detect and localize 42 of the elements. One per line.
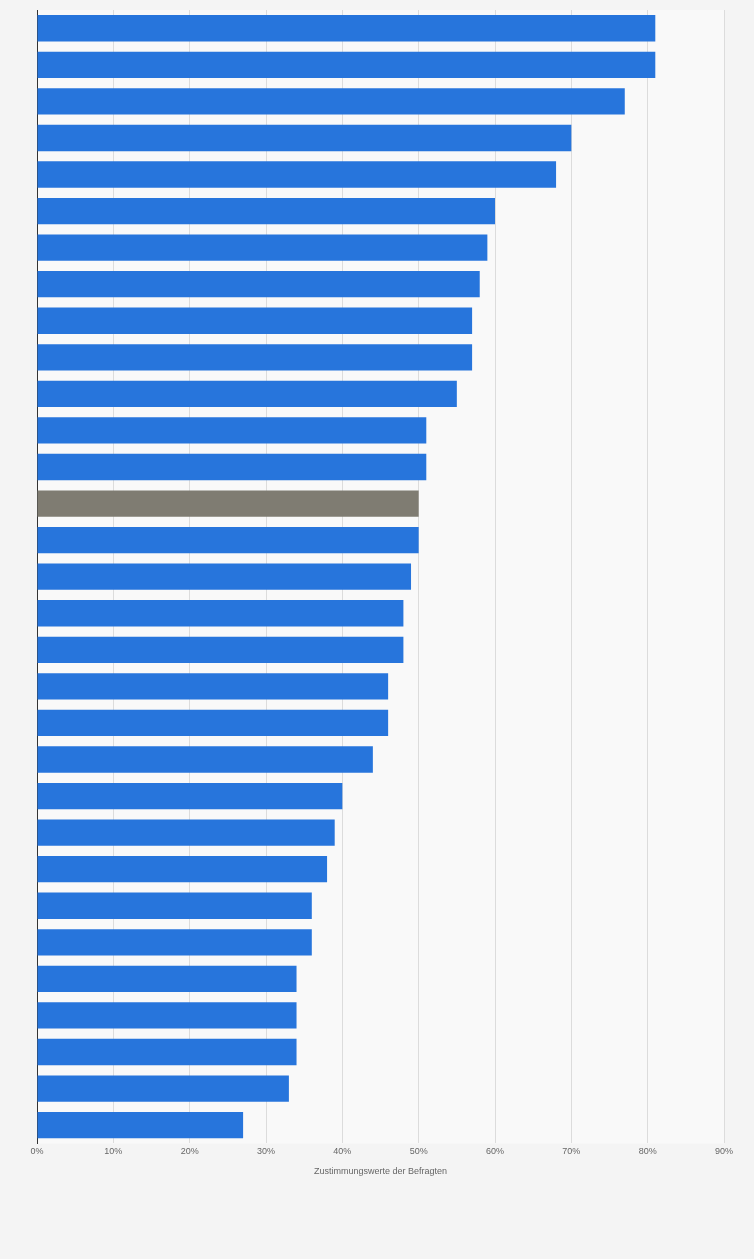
bar: [37, 673, 389, 700]
bar: [37, 856, 328, 883]
x-tick-label: 70%: [562, 1146, 581, 1157]
bar: [37, 197, 495, 225]
bar: [37, 88, 625, 115]
bar: [37, 1002, 297, 1029]
bar: [37, 380, 457, 408]
bar: [37, 929, 312, 956]
bar: [37, 417, 427, 444]
x-axis-title: Zustimmungswerte der Befragten: [313, 1166, 448, 1177]
bar: [37, 307, 473, 334]
x-tick-label: 50%: [409, 1146, 428, 1157]
bar: [37, 453, 427, 481]
bar: [37, 600, 404, 627]
bar: [37, 965, 297, 993]
x-tick-label: 40%: [333, 1146, 352, 1157]
bar: [37, 563, 412, 590]
bar: [37, 636, 404, 663]
bar: [37, 124, 572, 152]
x-tick-label: 10%: [104, 1146, 123, 1157]
x-tick-label: 0%: [30, 1146, 44, 1157]
bar: [37, 1038, 297, 1066]
bar: [37, 490, 419, 517]
x-tick-label: 80%: [638, 1146, 657, 1157]
x-tick-label: 30%: [256, 1146, 276, 1157]
bar: [37, 892, 312, 919]
bar: [37, 709, 389, 737]
bar: [37, 782, 343, 810]
x-tick-label: 90%: [714, 1146, 734, 1157]
bar: [37, 1111, 244, 1139]
bar: [37, 746, 373, 773]
bar: [37, 526, 419, 554]
bar: [37, 15, 656, 42]
bar: [37, 234, 488, 261]
bar: [37, 1075, 289, 1102]
bar: [37, 271, 480, 298]
bar: [37, 344, 473, 371]
bar: [37, 161, 557, 188]
bar: [37, 819, 335, 846]
x-tick-label: 20%: [180, 1146, 199, 1157]
bar: [37, 51, 656, 78]
x-tick-label: 60%: [485, 1146, 505, 1157]
